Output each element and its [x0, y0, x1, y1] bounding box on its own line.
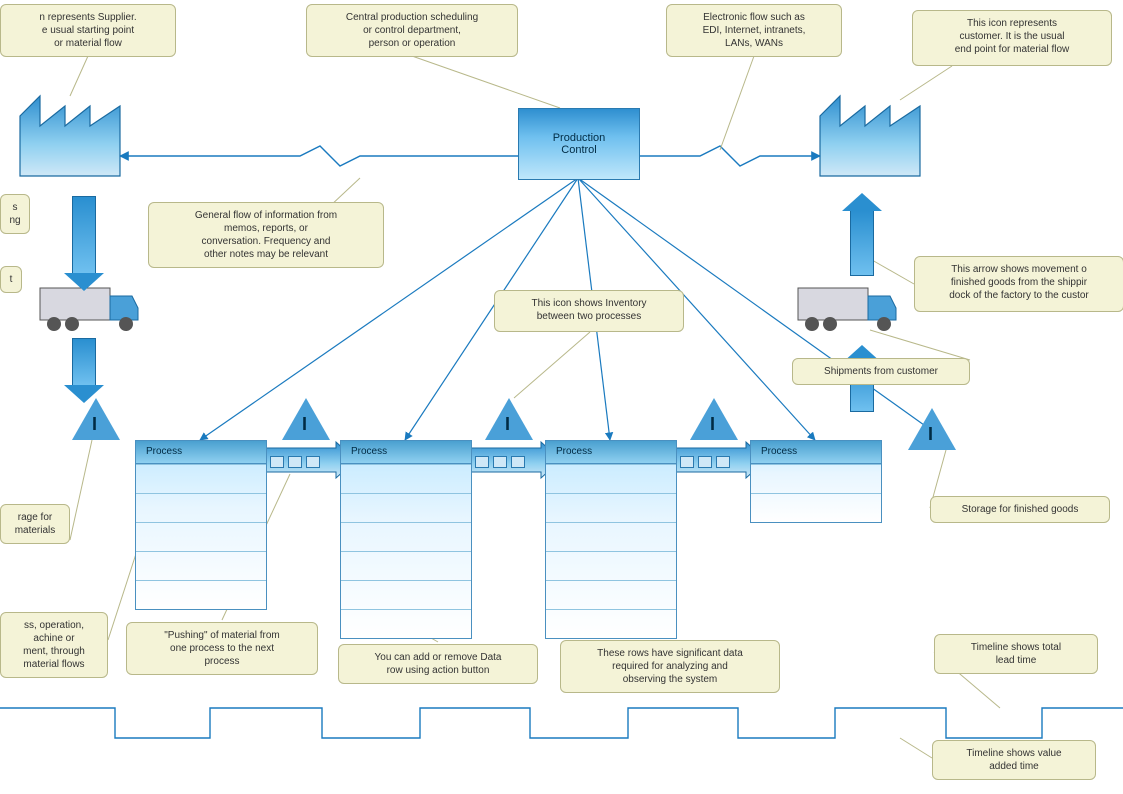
- process-data-row: [341, 580, 471, 609]
- callout-text: Storage for finished goods: [962, 504, 1079, 515]
- c-rawstore: rage formaterials: [0, 504, 70, 544]
- callout-text: This arrow shows movement ofinished good…: [949, 264, 1089, 301]
- callout-text: sng: [9, 202, 20, 226]
- production-control-label: ProductionControl: [553, 132, 606, 156]
- c-customer: This icon representscustomer. It is the …: [912, 10, 1112, 66]
- inventory-icon: [72, 398, 120, 440]
- callout-text: Central production schedulingor control …: [346, 12, 478, 49]
- inventory-icon: [485, 398, 533, 440]
- process-data-row: [341, 493, 471, 522]
- production-control-box: ProductionControl: [518, 108, 640, 180]
- process-data-row: [546, 609, 676, 638]
- electronic-flow-arrow: [120, 146, 518, 166]
- process-header: Process: [341, 441, 471, 464]
- callout-text: Shipments from customer: [824, 366, 938, 377]
- process-label: Process: [351, 446, 387, 457]
- process-data-row: [546, 580, 676, 609]
- process-box: Process: [340, 440, 472, 639]
- c-center: Central production schedulingor control …: [306, 4, 518, 57]
- c-shipcust: Shipments from customer: [792, 358, 970, 385]
- process-data-row: [341, 522, 471, 551]
- process-label: Process: [761, 446, 797, 457]
- callout-text: Timeline shows valueadded time: [966, 748, 1061, 772]
- callout-text: These rows have significant datarequired…: [597, 648, 743, 685]
- factory-icon: [820, 96, 920, 176]
- callout-text: This icon shows Inventorybetween two pro…: [531, 298, 646, 322]
- callout-text: ss, operation,achine orment, throughmate…: [23, 620, 85, 670]
- c-leadtime: Timeline shows totallead time: [934, 634, 1098, 674]
- process-header: Process: [751, 441, 881, 464]
- c-rows: These rows have significant datarequired…: [560, 640, 780, 693]
- callout-text: Timeline shows totallead time: [971, 642, 1061, 666]
- truck-icon: [798, 288, 868, 320]
- material-flow-arrow: [850, 210, 874, 276]
- c-infoflow: General flow of information frommemos, r…: [148, 202, 384, 268]
- inventory-icon: [282, 398, 330, 440]
- callout-text: Electronic flow such asEDI, Internet, in…: [703, 12, 806, 49]
- process-data-row: [341, 551, 471, 580]
- material-flow-arrow: [72, 196, 96, 274]
- process-data-row: [751, 493, 881, 522]
- callout-text: n represents Supplier.e usual starting p…: [39, 12, 136, 49]
- material-flow-arrow: [72, 338, 96, 386]
- process-box: Process: [135, 440, 267, 610]
- callout-text: rage formaterials: [15, 512, 56, 536]
- process-data-row: [341, 464, 471, 493]
- c-inventory: This icon shows Inventorybetween two pro…: [494, 290, 684, 332]
- truck-icon: [40, 288, 110, 320]
- push-arrow-dashes: [678, 450, 748, 474]
- callout-text: You can add or remove Datarow using acti…: [375, 652, 502, 676]
- process-data-row: [136, 493, 266, 522]
- push-arrow-dashes: [268, 450, 338, 474]
- inventory-icon: [908, 408, 956, 450]
- callout-text: This icon representscustomer. It is the …: [955, 18, 1070, 55]
- c-finishedmove: This arrow shows movement ofinished good…: [914, 256, 1123, 312]
- electronic-flow-arrow: [638, 146, 820, 166]
- process-data-row: [341, 609, 471, 638]
- process-data-row: [546, 522, 676, 551]
- timeline-line: [0, 708, 1123, 738]
- process-data-row: [546, 493, 676, 522]
- c-edi: Electronic flow such asEDI, Internet, in…: [666, 4, 842, 57]
- c-push: "Pushing" of material fromone process to…: [126, 622, 318, 675]
- c-process: ss, operation,achine orment, throughmate…: [0, 612, 108, 678]
- process-data-row: [136, 464, 266, 493]
- callout-text: t: [10, 274, 13, 285]
- process-label: Process: [146, 446, 182, 457]
- process-header: Process: [546, 441, 676, 464]
- process-label: Process: [556, 446, 592, 457]
- c-ship-left: sng: [0, 194, 30, 234]
- callout-text: "Pushing" of material fromone process to…: [164, 630, 279, 667]
- inventory-icon: [690, 398, 738, 440]
- process-header: Process: [136, 441, 266, 464]
- c-valueadd: Timeline shows valueadded time: [932, 740, 1096, 780]
- process-data-row: [751, 464, 881, 493]
- process-box: Process: [750, 440, 882, 523]
- process-data-row: [136, 580, 266, 609]
- c-datarow: You can add or remove Datarow using acti…: [338, 644, 538, 684]
- process-data-row: [546, 464, 676, 493]
- callout-text: General flow of information frommemos, r…: [195, 210, 337, 260]
- c-supplier: n represents Supplier.e usual starting p…: [0, 4, 176, 57]
- push-arrow-dashes: [473, 450, 543, 474]
- process-data-row: [136, 551, 266, 580]
- process-data-row: [136, 522, 266, 551]
- c-finstore: Storage for finished goods: [930, 496, 1110, 523]
- process-box: Process: [545, 440, 677, 639]
- factory-icon: [20, 96, 120, 176]
- process-data-row: [546, 551, 676, 580]
- c-truck-left: t: [0, 266, 22, 293]
